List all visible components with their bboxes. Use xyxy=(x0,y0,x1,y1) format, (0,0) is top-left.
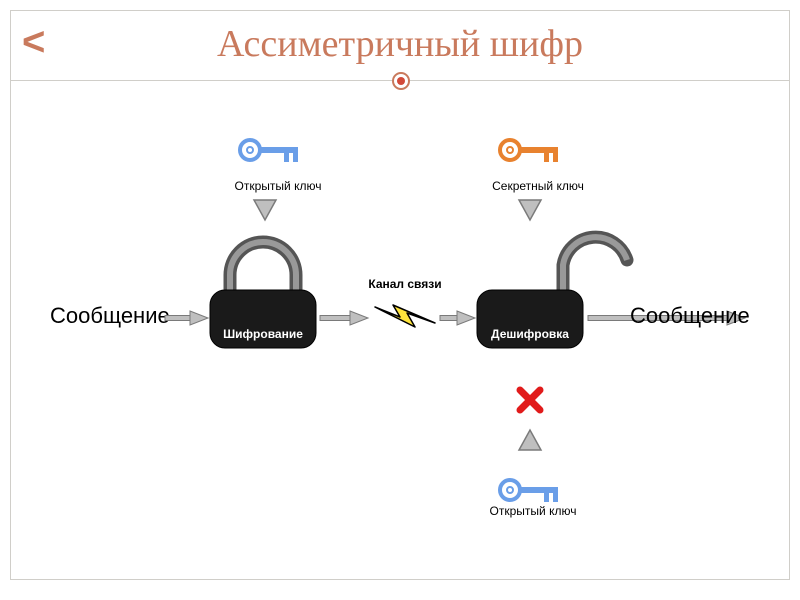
lightning-icon xyxy=(375,305,435,327)
channel-label: Канал связи xyxy=(368,277,441,291)
secret-key-right-label: Секретный ключ xyxy=(492,179,584,193)
page-title: Ассиметричный шифр xyxy=(0,22,800,66)
diagram-canvas: Открытый ключ Секретный ключ Открытый кл… xyxy=(10,90,790,580)
message-left-label: Сообщение xyxy=(50,303,170,328)
encrypt-lock-label: Шифрование xyxy=(223,327,303,341)
title-ornament-icon xyxy=(392,72,410,90)
arrow-down-right-icon xyxy=(519,200,541,220)
arrow-down-left-icon xyxy=(254,200,276,220)
arrow-encrypt-to-channel-icon xyxy=(320,311,368,325)
public-key-left-icon xyxy=(240,140,298,162)
ornament-center xyxy=(397,77,405,85)
public-key-bottom-icon xyxy=(500,480,558,502)
arrow-msg-to-encrypt-icon xyxy=(165,311,208,325)
public-key-bottom-label: Открытый ключ xyxy=(490,504,577,518)
message-right-label: Сообщение xyxy=(630,303,750,328)
arrow-up-bottom-icon xyxy=(519,430,541,450)
decrypt-lock-label: Дешифровка xyxy=(491,327,569,341)
arrow-channel-to-decrypt-icon xyxy=(440,311,475,325)
cross-icon xyxy=(520,390,540,410)
public-key-left-label: Открытый ключ xyxy=(235,179,322,193)
secret-key-right-icon xyxy=(500,140,558,162)
